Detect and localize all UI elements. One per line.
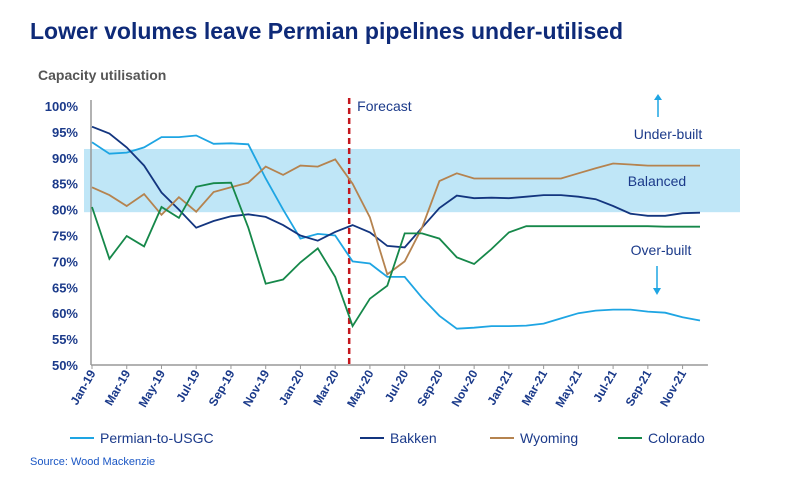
x-tick-label: Jul-19 <box>173 367 203 404</box>
balanced-band <box>84 148 740 213</box>
x-tick-label: Mar-20 <box>310 367 342 408</box>
chart-title: Lower volumes leave Permian pipelines un… <box>30 18 624 44</box>
x-tick-label: Jan-21 <box>484 367 515 407</box>
y-axis-label: Capacity utilisation <box>38 67 167 83</box>
y-tick-label: 95% <box>52 125 78 140</box>
legend-label: Wyoming <box>520 430 579 446</box>
x-tick-label: Jul-21 <box>590 367 620 404</box>
legend-swatch <box>70 437 94 439</box>
x-tick-label: Nov-20 <box>449 367 481 409</box>
y-tick-label: 60% <box>52 306 78 321</box>
y-tick-label: 90% <box>52 151 78 166</box>
legend-item: Permian-to-USGC <box>70 430 214 446</box>
x-tick-label: May-20 <box>344 367 377 410</box>
y-tick-label: 65% <box>52 280 78 295</box>
balanced-label: Balanced <box>628 173 686 189</box>
legend-label: Bakken <box>390 430 437 446</box>
x-tick-label: Jan-20 <box>276 367 307 407</box>
down-arrowhead-icon <box>653 288 661 295</box>
x-tick-label: Jan-19 <box>67 367 98 407</box>
y-tick-label: 85% <box>52 177 78 192</box>
x-tick-label: Jul-20 <box>382 367 412 404</box>
y-tick-label: 70% <box>52 254 78 269</box>
x-tick-label: Sep-20 <box>414 367 446 408</box>
up-arrowhead-icon <box>654 94 662 100</box>
legend-swatch <box>618 437 642 439</box>
series-line-bakken <box>91 125 701 249</box>
legend-label: Colorado <box>648 430 705 446</box>
series-line-wyoming <box>91 158 700 276</box>
series-line-permian-to-usgc <box>91 134 701 330</box>
x-tick-label: Sep-21 <box>623 367 655 408</box>
legend-label: Permian-to-USGC <box>100 430 214 446</box>
forecast-label: Forecast <box>357 98 412 114</box>
x-tick-label: Mar-19 <box>102 367 134 408</box>
legend-swatch <box>360 437 384 439</box>
under-built-label: Under-built <box>634 126 703 142</box>
x-tick-label: Mar-21 <box>519 367 551 408</box>
y-tick-label: 100% <box>45 99 79 114</box>
legend-item: Wyoming <box>490 430 578 446</box>
x-tick-label: May-21 <box>552 367 585 410</box>
legend-swatch <box>490 437 514 439</box>
over-built-label: Over-built <box>631 242 692 258</box>
x-tick-label: May-19 <box>136 367 169 410</box>
y-tick-label: 80% <box>52 203 78 218</box>
y-tick-label: 55% <box>52 332 78 347</box>
y-tick-label: 75% <box>52 229 78 244</box>
x-tick-label: Nov-19 <box>240 367 272 409</box>
legend-item: Bakken <box>360 430 437 446</box>
y-tick-label: 50% <box>52 358 78 373</box>
x-tick-label: Nov-21 <box>657 367 689 409</box>
source-note: Source: Wood Mackenzie <box>30 456 156 468</box>
x-tick-label: Sep-19 <box>206 367 238 408</box>
legend-item: Colorado <box>618 430 705 446</box>
series-line-colorado <box>91 181 700 329</box>
